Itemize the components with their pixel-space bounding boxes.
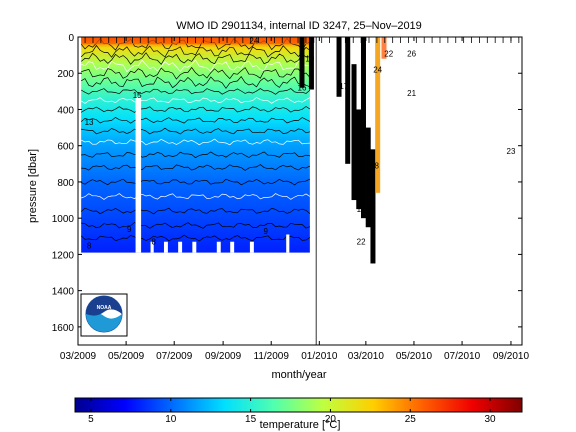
contour-label: 21 [407,89,416,98]
data-gap [150,241,154,253]
contour-label: 16 [298,84,307,93]
data-gap [286,234,290,253]
profile-column [336,37,342,97]
x-tick-label: 09/2009 [205,351,242,362]
contour-label: 18 [370,162,379,171]
x-tick-label: 05/2010 [396,351,433,362]
isotherm-line [81,222,311,229]
isotherm-line [81,178,311,186]
contour-label: 24 [249,37,258,46]
isotherm-line [81,164,311,171]
chart-title: WMO ID 2901134, internal ID 3247, 25–Nov… [176,20,422,32]
x-tick-label: 03/2009 [60,351,97,362]
y-tick-label: 0 [68,33,74,44]
y-tick-label: 400 [57,105,74,116]
colorbar-tick-label: 20 [325,414,337,425]
isotherm-line [80,207,311,215]
isotherm-line [81,76,311,89]
data-gap [249,241,254,253]
contour-label: 15 [133,91,142,100]
y-tick-label: 1200 [52,250,75,261]
x-tick-label: 07/2010 [444,351,481,362]
contour-label: 23 [507,147,516,156]
isotherm-line [81,193,311,200]
profile-column [365,127,371,228]
profile-column [356,109,362,210]
x-tick-label: 05/2009 [108,351,145,362]
x-tick-label: 09/2010 [493,351,530,362]
y-tick-label: 600 [57,142,74,153]
y-tick-label: 1600 [52,323,75,334]
isotherm-line [80,44,311,58]
contour-label: 22 [357,238,366,247]
data-gap [135,96,142,253]
profile-column [308,37,314,90]
profile-column [351,64,357,201]
contour-label: 8 [151,238,156,247]
colorbar-tick-label: 30 [485,414,497,425]
y-axis-label: pressure [dbar] [27,149,39,223]
profile-column [345,37,351,164]
x-axis: 03/2009 05/2009 07/2009 09/2009 11/2009 01/20… [60,37,530,362]
y-tick-label: 1000 [52,214,75,225]
contour-label: 13 [85,118,94,127]
data-gap [230,241,235,253]
isotherm-line [81,151,310,159]
svg-text:NOAA: NOAA [97,305,112,311]
data-gap [192,241,197,253]
plot-frame [77,36,523,346]
isotherm-line [81,138,310,146]
contour-label: 8 [87,241,92,250]
y-tick-label: 800 [57,178,74,189]
profile-column [370,149,376,264]
x-tick-label: 11/2009 [254,351,290,362]
colorbar-tick-label: 15 [245,414,257,425]
colorbar-ticks: 5 10 15 20 25 30 [88,398,496,425]
isotherm-line [81,59,310,73]
y-axis: 0 200 400 600 800 1000 1200 1400 1600 [52,33,522,334]
x-tick-label: 07/2009 [156,351,193,362]
colorbar [74,397,523,413]
profile-column [375,37,381,193]
y-tick-label: 1400 [52,287,75,298]
contour-label: 19 [305,55,314,64]
isotherm-line [81,88,311,95]
isotherm-line [81,127,310,135]
data-gap [216,241,221,253]
contour-label: 24 [373,66,382,75]
colorbar-tick-label: 10 [165,414,177,425]
contour-label: 9 [361,176,366,185]
y-tick-label: 200 [57,69,74,80]
data-gap [178,241,183,253]
contour-label: 12 [357,205,366,214]
isotherm-line [80,52,310,65]
colorbar-label: temperature [°C] [260,419,341,431]
x-tick-label: 03/2010 [348,351,385,362]
isotherm-line [80,116,311,124]
isotherm-line [81,66,311,80]
contour-label: 22 [384,49,393,58]
noaa-logo-icon: NOAA [80,293,128,337]
contour-label: 9 [127,225,132,234]
isotherm-line [81,106,311,113]
isotherm-line [80,234,311,242]
profile-column [360,37,366,219]
contour-label: 9 [263,227,268,236]
contour-label: 17 [339,82,348,91]
x-tick-label: 01/2010 [301,351,338,362]
data-gap [163,241,168,253]
colorbar-tick-label: 25 [405,414,417,425]
contour-label: 26 [407,49,416,58]
profile-column [381,37,387,59]
isotherm-line [81,97,311,104]
colorbar-tick-label: 5 [88,414,94,425]
x-axis-label: month/year [271,369,326,381]
profile-column [299,37,305,88]
